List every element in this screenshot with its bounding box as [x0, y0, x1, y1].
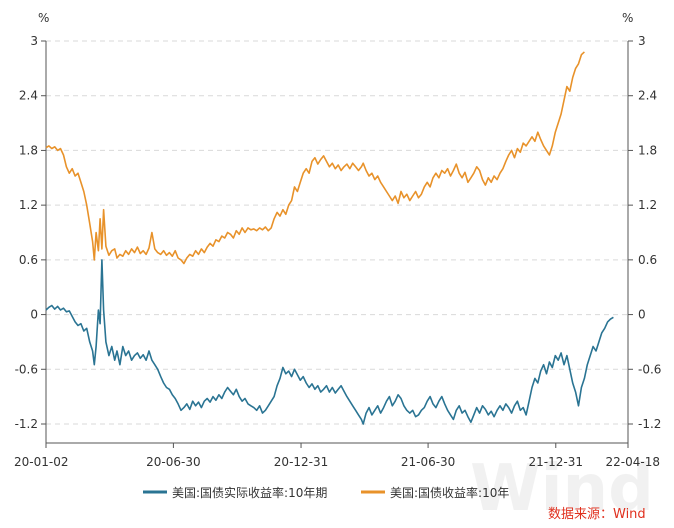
right-y-tick-label: 1.2: [638, 198, 657, 212]
legend-label: 美国:国债收益率:10年: [390, 485, 509, 500]
x-tick-label: 20-06-30: [146, 455, 200, 469]
left-y-tick-label: 2.4: [19, 89, 38, 103]
legend: 美国:国债实际收益率:10年期 美国:国债收益率:10年: [143, 485, 509, 500]
left-y-tick-label: 1.2: [19, 198, 38, 212]
right-y-tick-labels: 3 2.4 1.8 1.2 0.6 0 -0.6 -1.2: [638, 34, 661, 431]
grid-lines: [46, 40, 628, 425]
series-lines: [45, 51, 614, 425]
axes: [41, 40, 633, 448]
x-tick-label: 22-04-18: [606, 455, 660, 469]
right-y-tick-label: 2.4: [638, 89, 657, 103]
left-y-tick-label: 0.6: [19, 253, 38, 267]
right-axis-unit: %: [622, 11, 633, 25]
right-y-tick-label: 1.8: [638, 143, 657, 157]
right-y-tick-label: 0.6: [638, 253, 657, 267]
series-line-nominal-yield: [45, 51, 585, 265]
left-y-tick-label: 1.8: [19, 143, 38, 157]
right-y-tick-label: 0: [638, 308, 646, 322]
x-tick-label: 20-12-31: [274, 455, 328, 469]
left-y-tick-label: -1.2: [15, 417, 38, 431]
left-y-tick-labels: 3 2.4 1.8 1.2 0.6 0 -0.6 -1.2: [15, 34, 38, 431]
right-y-tick-label: 3: [638, 34, 646, 48]
legend-label: 美国:国债实际收益率:10年期: [172, 485, 327, 500]
right-y-tick-label: -0.6: [638, 362, 661, 376]
series-line-real-yield: [45, 259, 614, 425]
left-y-tick-label: 3: [30, 34, 38, 48]
watermark: Wind: [470, 452, 654, 526]
x-tick-labels: 20-01-02 20-06-30 20-12-31 21-06-30 21-12-31…: [14, 455, 660, 469]
right-y-tick-label: -1.2: [638, 417, 661, 431]
left-axis-unit: %: [38, 11, 49, 25]
x-tick-label: 21-06-30: [401, 455, 455, 469]
x-tick-label: 21-12-31: [529, 455, 583, 469]
left-y-tick-label: 0: [30, 308, 38, 322]
left-y-tick-label: -0.6: [15, 362, 38, 376]
source-label: 数据来源：Wind: [548, 507, 646, 522]
x-tick-label: 20-01-02: [14, 455, 68, 469]
